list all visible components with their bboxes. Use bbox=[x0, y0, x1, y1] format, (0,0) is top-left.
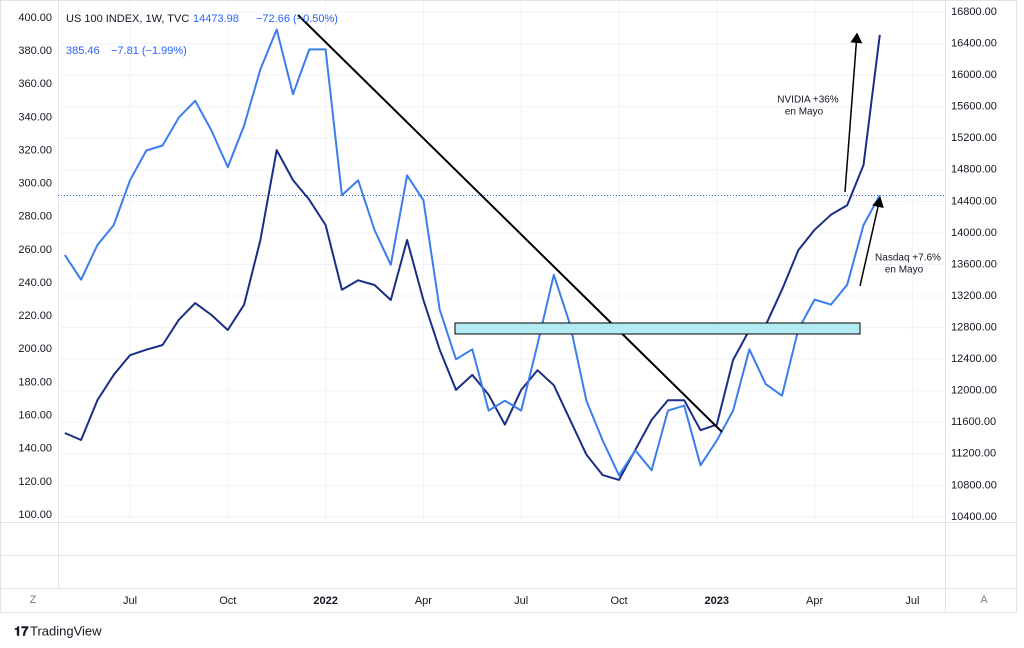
y-tick-label: 300.00 bbox=[18, 178, 52, 190]
annotation: en Mayo bbox=[785, 107, 824, 118]
y-tick-label: 320.00 bbox=[18, 144, 52, 156]
legend-value: 14473.98 bbox=[193, 13, 239, 25]
y-tick-label: 240.00 bbox=[18, 277, 52, 289]
button[interactable]: A bbox=[980, 594, 988, 606]
zone-box bbox=[454, 322, 861, 335]
x-tick-label: 2023 bbox=[705, 595, 729, 607]
y2-tick-label: 11600.00 bbox=[951, 416, 996, 428]
y2-tick-label: 12800.00 bbox=[951, 322, 997, 334]
y2-tick-label: 16800.00 bbox=[951, 6, 997, 18]
brand-logo: 𝟏𝟕 bbox=[14, 623, 29, 638]
y-tick-label: 200.00 bbox=[18, 343, 52, 355]
plot bbox=[63, 28, 881, 481]
legend-value: 385.46 bbox=[66, 45, 100, 57]
y2-tick-label: 13600.00 bbox=[951, 258, 997, 270]
legend-name: US 100 INDEX, 1W, TVC bbox=[66, 13, 189, 25]
annotation: Nasdaq +7.6% bbox=[875, 253, 941, 264]
y-tick-label: 380.00 bbox=[18, 45, 52, 57]
y2-tick-label: 10400.00 bbox=[951, 511, 997, 523]
y-tick-label: 140.00 bbox=[18, 443, 52, 455]
y2-tick-label: 12400.00 bbox=[951, 353, 997, 365]
y2-tick-label: 14000.00 bbox=[951, 227, 997, 239]
x-tick-label: Jul bbox=[514, 595, 528, 607]
x-tick-label: Apr bbox=[806, 595, 823, 607]
x-tick-label: Jul bbox=[123, 595, 137, 607]
x-tick-label: Oct bbox=[219, 595, 236, 607]
y2-tick-label: 13200.00 bbox=[951, 290, 997, 302]
frame bbox=[0, 0, 1017, 613]
series-line bbox=[64, 34, 881, 481]
y-tick-label: 260.00 bbox=[18, 244, 52, 256]
y-tick-label: 180.00 bbox=[18, 376, 52, 388]
y2-tick-label: 15600.00 bbox=[951, 101, 997, 113]
button[interactable]: Z bbox=[30, 594, 37, 606]
y-tick-label: 100.00 bbox=[18, 509, 52, 521]
x-tick-label: Apr bbox=[415, 595, 432, 607]
trend-line bbox=[297, 14, 723, 433]
annotation: NVIDIA +36% bbox=[777, 95, 839, 106]
brand: TradingView bbox=[30, 623, 102, 638]
arrow bbox=[844, 32, 863, 193]
y-tick-label: 280.00 bbox=[18, 211, 52, 223]
y-tick-label: 160.00 bbox=[18, 410, 52, 422]
y2-tick-label: 12000.00 bbox=[951, 385, 997, 397]
y2-tick-label: 10800.00 bbox=[951, 479, 997, 491]
y-tick-label: 360.00 bbox=[18, 78, 52, 90]
y-tick-label: 120.00 bbox=[18, 476, 52, 488]
y2-tick-label: 16400.00 bbox=[951, 37, 997, 49]
legend-change: −72.66 (−0.50%) bbox=[256, 13, 338, 25]
y2-tick-label: 15200.00 bbox=[951, 132, 997, 144]
x-tick-label: Oct bbox=[610, 595, 627, 607]
x-tick-label: Jul bbox=[905, 595, 919, 607]
arrow bbox=[859, 196, 884, 287]
y2-tick-label: 14800.00 bbox=[951, 164, 997, 176]
annotation: en Mayo bbox=[885, 265, 924, 276]
legend-change: −7.81 (−1.99%) bbox=[111, 45, 187, 57]
y2-tick-label: 11200.00 bbox=[951, 448, 996, 460]
series-line bbox=[63, 28, 881, 477]
grid bbox=[58, 1, 945, 522]
y2-tick-label: 16000.00 bbox=[951, 69, 997, 81]
y2-tick-label: 14400.00 bbox=[951, 195, 997, 207]
y-tick-label: 340.00 bbox=[18, 111, 52, 123]
y-tick-label: 220.00 bbox=[18, 310, 52, 322]
y-tick-label: 400.00 bbox=[18, 12, 52, 24]
x-tick-label: 2022 bbox=[313, 595, 337, 607]
